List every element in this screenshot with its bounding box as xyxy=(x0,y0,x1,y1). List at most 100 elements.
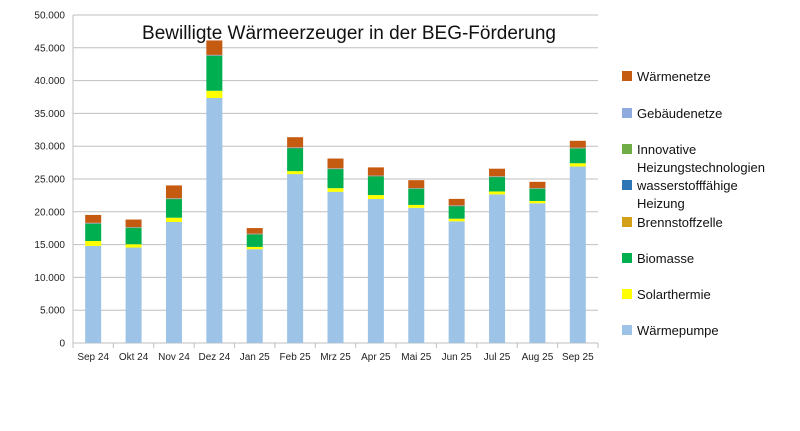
legend-label: wasserstofffähige xyxy=(636,178,738,193)
bar-biomasse xyxy=(529,188,546,201)
bar-wärmenetze xyxy=(489,168,506,177)
y-tick-label: 50.000 xyxy=(34,11,65,22)
bar-solarthermie xyxy=(206,90,223,98)
bar-wärmepumpe xyxy=(367,199,384,343)
legend-label: Gebäudenetze xyxy=(637,106,722,121)
bar-wärmenetze xyxy=(367,167,384,176)
bar-solarthermie xyxy=(327,188,344,192)
bar-wärmepumpe xyxy=(448,221,465,343)
legend-item: Wärmenetze xyxy=(622,69,711,84)
y-tick-label: 0 xyxy=(59,339,65,350)
bar-wärmepumpe xyxy=(569,166,586,343)
legend-swatch xyxy=(622,253,632,263)
legend-label: Innovative xyxy=(637,142,696,157)
y-tick-label: 45.000 xyxy=(34,43,65,54)
bar-solarthermie xyxy=(367,195,384,200)
bar-biomasse xyxy=(448,206,465,219)
x-tick-label: Sep 25 xyxy=(562,352,594,363)
bar-wärmenetze xyxy=(287,137,304,148)
legend-swatch xyxy=(622,180,632,190)
legend-swatch xyxy=(622,71,632,81)
legend-label: Wärmepumpe xyxy=(637,323,719,338)
bar-biomasse xyxy=(206,55,223,91)
legend-swatch xyxy=(622,144,632,154)
y-tick-label: 35.000 xyxy=(34,109,65,120)
bar-wärmenetze xyxy=(448,198,465,206)
x-tick-label: Mai 25 xyxy=(401,352,431,363)
y-tick-label: 10.000 xyxy=(34,273,65,284)
legend-item: Biomasse xyxy=(622,251,694,266)
bar-wärmenetze xyxy=(529,181,546,189)
legend-item: Solarthermie xyxy=(622,287,711,302)
legend-swatch xyxy=(622,217,632,227)
legend-item: wasserstofffähige Heizung xyxy=(622,178,738,211)
bar-biomasse xyxy=(165,199,182,218)
legend-item: Wärmepumpe xyxy=(622,323,719,338)
bar-wärmenetze xyxy=(246,228,263,234)
y-tick-label: 30.000 xyxy=(34,142,65,153)
bar-solarthermie xyxy=(408,204,425,208)
bar-wärmepumpe xyxy=(125,247,142,343)
bar-wärmepumpe xyxy=(529,203,546,343)
y-tick-label: 5.000 xyxy=(40,306,65,317)
y-tick-label: 40.000 xyxy=(34,76,65,87)
x-tick-label: Jun 25 xyxy=(442,352,472,363)
bar-biomasse xyxy=(246,234,263,247)
legend-label: Heizung xyxy=(637,196,685,211)
bar-wärmenetze xyxy=(206,40,223,55)
chart-title: Bewilligte Wärmeerzeuger in der BEG-Förd… xyxy=(142,23,556,44)
x-tick-label: Jul 25 xyxy=(484,352,511,363)
legend-label: Biomasse xyxy=(637,251,694,266)
bar-wärmenetze xyxy=(125,219,142,228)
legend-item: Innovative Heizungstechnologien xyxy=(622,142,765,175)
bar-solarthermie xyxy=(569,163,586,167)
legend-item: Gebäudenetze xyxy=(622,106,722,121)
bar-solarthermie xyxy=(287,171,304,175)
bar-wärmepumpe xyxy=(206,97,223,343)
bar-wärmepumpe xyxy=(246,249,263,343)
bar-solarthermie xyxy=(125,244,142,248)
y-tick-label: 20.000 xyxy=(34,207,65,218)
legend-item: Brennstoffzelle xyxy=(622,215,723,230)
legend-label: Brennstoffzelle xyxy=(637,215,723,230)
bar-solarthermie xyxy=(165,217,182,222)
x-tick-label: Jan 25 xyxy=(240,352,270,363)
bar-wärmepumpe xyxy=(408,207,425,343)
bar-biomasse xyxy=(287,148,304,172)
bar-biomasse xyxy=(85,223,102,241)
x-tick-label: Apr 25 xyxy=(361,352,391,363)
x-tick-label: Aug 25 xyxy=(522,352,554,363)
x-tick-label: Mrz 25 xyxy=(320,352,351,363)
legend-label: Heizungstechnologien xyxy=(637,160,765,175)
x-tick-label: Sep 24 xyxy=(77,352,109,363)
y-tick-label: 25.000 xyxy=(34,175,65,186)
legend-label: Solarthermie xyxy=(637,287,711,302)
bar-wärmenetze xyxy=(327,158,344,169)
bar-biomasse xyxy=(327,169,344,189)
legend-label: Wärmenetze xyxy=(637,69,711,84)
bar-solarthermie xyxy=(85,240,102,246)
bar-solarthermie xyxy=(448,218,465,222)
bar-wärmenetze xyxy=(85,214,102,223)
legend-swatch xyxy=(622,108,632,118)
x-tick-label: Nov 24 xyxy=(158,352,190,363)
bar-wärmepumpe xyxy=(165,221,182,343)
bar-solarthermie xyxy=(529,200,546,204)
bar-wärmepumpe xyxy=(287,174,304,343)
bar-wärmepumpe xyxy=(489,194,506,343)
bar-biomasse xyxy=(489,177,506,192)
bar-biomasse xyxy=(569,148,586,164)
legend-swatch xyxy=(622,325,632,335)
y-tick-label: 15.000 xyxy=(34,240,65,251)
x-tick-label: Feb 25 xyxy=(280,352,312,363)
bar-solarthermie xyxy=(246,246,263,250)
bar-wärmenetze xyxy=(165,185,182,199)
bar-wärmenetze xyxy=(408,180,425,189)
x-tick-label: Okt 24 xyxy=(119,352,149,363)
bar-biomasse xyxy=(408,188,425,205)
bar-biomasse xyxy=(125,227,142,245)
bar-biomasse xyxy=(367,176,384,196)
bar-wärmenetze xyxy=(569,140,586,148)
legend-swatch xyxy=(622,289,632,299)
